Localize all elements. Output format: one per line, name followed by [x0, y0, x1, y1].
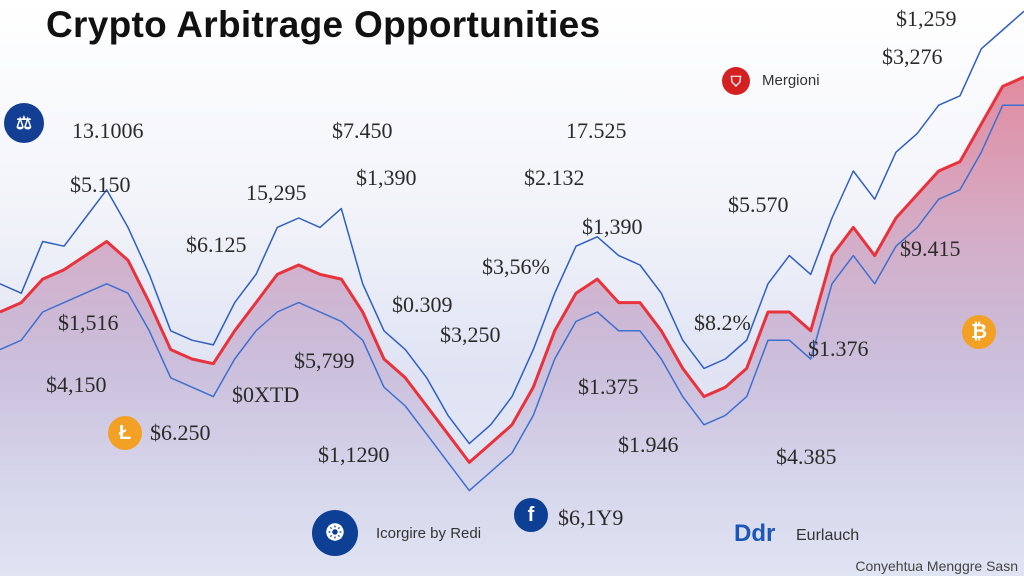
ddr-logo: Ddr — [734, 520, 776, 547]
price-annotation: $9.415 — [900, 236, 961, 261]
price-annotation: $1,259 — [896, 6, 957, 31]
price-annotation: $3,276 — [882, 44, 943, 69]
footer-credit: Conyehtua Menggre Sasn — [855, 558, 1018, 574]
legend-redi: Icorgire by Redi — [376, 525, 482, 542]
price-annotation: $3,250 — [440, 322, 501, 347]
price-annotation: $8.2% — [694, 310, 751, 335]
price-annotation: $1.375 — [578, 374, 639, 399]
mergioni-shield-icon: ⛉ — [722, 67, 750, 95]
series-line-0 — [0, 75, 1024, 464]
price-annotation: $4,150 — [46, 372, 107, 397]
globe-icon: ❂ — [312, 510, 358, 556]
price-annotation: $1,1290 — [318, 442, 390, 467]
price-annotation: $5.570 — [728, 192, 789, 217]
price-annotation: 17.525 — [566, 118, 627, 143]
price-annotation: $1,516 — [58, 310, 119, 335]
price-annotation: $1,390 — [582, 214, 643, 239]
facebook-icon: f — [514, 498, 548, 532]
series-line-2 — [0, 104, 1024, 492]
exchange-logo-icon: ⚖ — [4, 103, 44, 143]
price-annotation: 15,295 — [246, 180, 307, 205]
price-annotation: $5,799 — [294, 348, 355, 373]
legend-mergioni: Mergioni — [762, 72, 820, 89]
price-annotation: $1.376 — [808, 336, 869, 361]
price-annotation: $4.385 — [776, 444, 837, 469]
chart-title: Crypto Arbitrage Opportunities — [46, 4, 601, 45]
series-line-1 — [0, 10, 1024, 445]
litecoin-icon: Ł — [108, 416, 142, 450]
price-annotation: $6.250 — [150, 420, 211, 445]
price-annotation: 13.1006 — [72, 118, 144, 143]
price-annotation: $0XTD — [232, 382, 300, 407]
price-annotation: $0.309 — [392, 292, 453, 317]
area-fill — [0, 77, 1024, 576]
price-annotation: $6.125 — [186, 232, 247, 257]
price-annotation: $3,56% — [482, 254, 550, 279]
price-annotation: $1,390 — [356, 165, 417, 190]
bitcoin-icon: ₿ — [962, 315, 996, 349]
legend-eurlauch: Eurlauch — [796, 527, 860, 544]
price-annotation: $1.946 — [618, 432, 679, 457]
price-annotation: $2.132 — [524, 165, 585, 190]
price-annotation: $7.450 — [332, 118, 393, 143]
price-annotation: $6,1Y9 — [558, 505, 624, 530]
price-annotation: $5.150 — [70, 172, 131, 197]
